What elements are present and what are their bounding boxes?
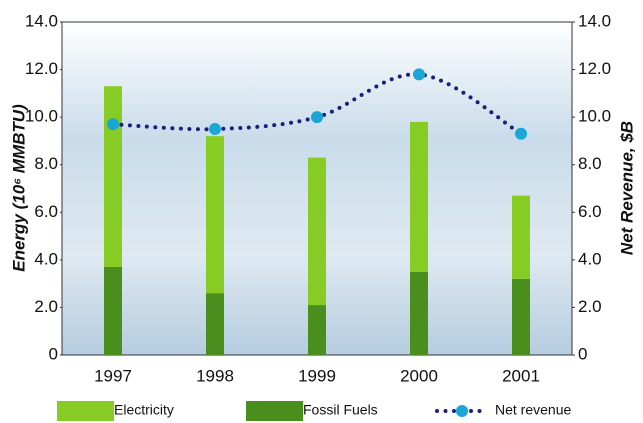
bar-segment (206, 136, 224, 294)
bar-segment (512, 278, 530, 355)
bar-segment (206, 293, 224, 355)
legend-label: Net revenue (495, 402, 571, 418)
revenue-marker (413, 68, 425, 81)
y2-tick-label: 10.0 (578, 107, 611, 126)
legend-label: Electricity (114, 402, 174, 418)
bar-segment (104, 266, 122, 355)
legend-swatch (246, 401, 303, 421)
y-tick-label: 10.0 (25, 107, 58, 126)
bar-segment (104, 86, 122, 267)
x-tick-label: 2001 (502, 366, 540, 385)
y2-tick-label: 12.0 (578, 59, 611, 78)
x-tick-label: 2000 (400, 366, 438, 385)
y-tick-label: 12.0 (25, 59, 58, 78)
bar-segment (308, 157, 326, 306)
y-tick-label: 6.0 (34, 202, 58, 221)
y-tick-label: 14.0 (25, 11, 58, 30)
x-tick-label: 1999 (298, 366, 336, 385)
bar-segment (410, 121, 428, 272)
revenue-marker (209, 123, 221, 136)
y2-tick-label: 8.0 (578, 154, 602, 173)
y2-tick-label: 6.0 (578, 202, 602, 221)
revenue-marker (107, 118, 119, 131)
y-tick-label: 2.0 (34, 297, 58, 316)
legend-swatch (57, 401, 114, 421)
y-axis-title: Energy (10⁶ MMBTU) (9, 104, 28, 272)
y-tick-label: 8.0 (34, 154, 58, 173)
y2-tick-label: 0 (578, 344, 587, 363)
y-tick-label: 0 (49, 344, 58, 363)
bar-segment (512, 195, 530, 279)
x-tick-label: 1997 (94, 366, 132, 385)
revenue-marker (311, 111, 323, 124)
x-tick-label: 1998 (196, 366, 234, 385)
bar-segment (308, 305, 326, 355)
bar-segment (410, 271, 428, 355)
y2-tick-label: 14.0 (578, 11, 611, 30)
legend-label: Fossil Fuels (303, 402, 378, 418)
y2-tick-label: 4.0 (578, 249, 602, 268)
y2-axis-title: Net Revenue, $B (617, 121, 636, 255)
y-tick-label: 4.0 (34, 249, 58, 268)
y2-tick-label: 2.0 (578, 297, 602, 316)
legend-marker (456, 405, 468, 417)
revenue-marker (515, 127, 527, 140)
